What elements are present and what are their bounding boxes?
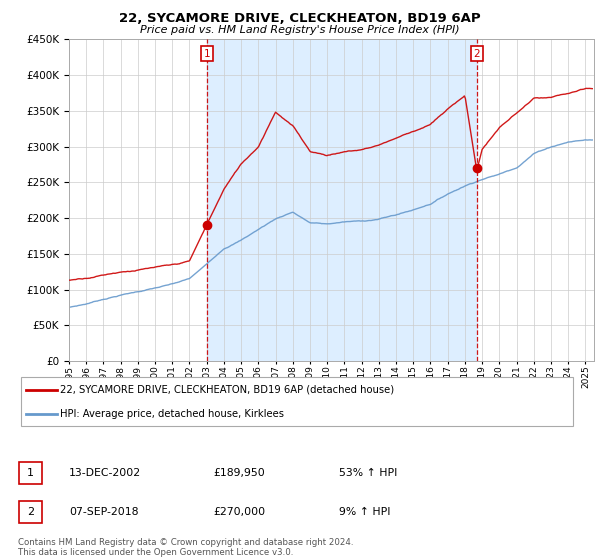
Text: HPI: Average price, detached house, Kirklees: HPI: Average price, detached house, Kirk… [60, 409, 284, 419]
Text: 1: 1 [27, 468, 34, 478]
Text: 2: 2 [473, 49, 480, 58]
Text: Contains HM Land Registry data © Crown copyright and database right 2024.
This d: Contains HM Land Registry data © Crown c… [18, 538, 353, 557]
Text: 13-DEC-2002: 13-DEC-2002 [69, 468, 141, 478]
Text: 2: 2 [27, 507, 34, 517]
FancyBboxPatch shape [21, 377, 573, 426]
FancyBboxPatch shape [19, 462, 42, 484]
Text: 22, SYCAMORE DRIVE, CLECKHEATON, BD19 6AP (detached house): 22, SYCAMORE DRIVE, CLECKHEATON, BD19 6A… [60, 385, 394, 395]
Text: 9% ↑ HPI: 9% ↑ HPI [339, 507, 391, 517]
Text: £270,000: £270,000 [213, 507, 265, 517]
FancyBboxPatch shape [19, 501, 42, 524]
Text: 1: 1 [203, 49, 210, 58]
Text: 07-SEP-2018: 07-SEP-2018 [69, 507, 139, 517]
Text: £189,950: £189,950 [213, 468, 265, 478]
Text: 53% ↑ HPI: 53% ↑ HPI [339, 468, 397, 478]
Text: Price paid vs. HM Land Registry's House Price Index (HPI): Price paid vs. HM Land Registry's House … [140, 25, 460, 35]
Bar [207, 39, 477, 361]
Text: 22, SYCAMORE DRIVE, CLECKHEATON, BD19 6AP: 22, SYCAMORE DRIVE, CLECKHEATON, BD19 6A… [119, 12, 481, 25]
